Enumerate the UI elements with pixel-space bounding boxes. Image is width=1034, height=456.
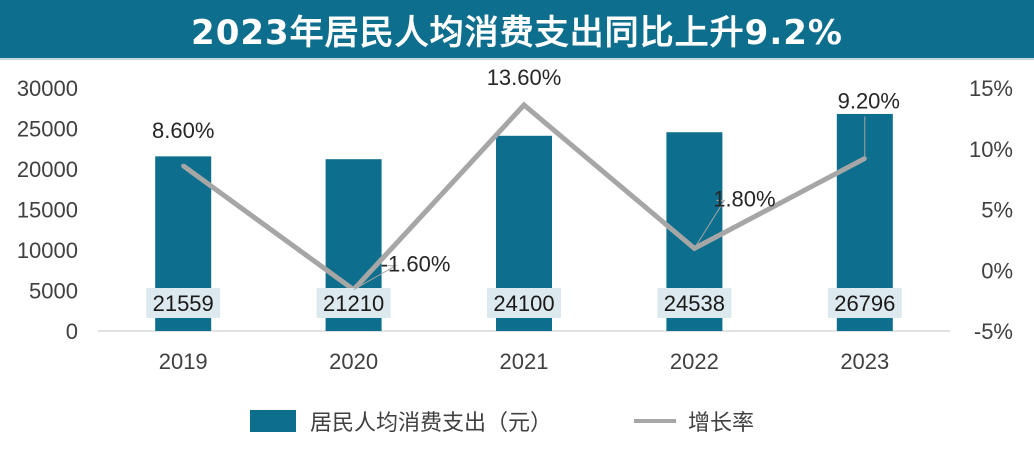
- y-right-tick-label: 10%: [969, 137, 1013, 162]
- y-left-tick-label: 25000: [17, 117, 78, 142]
- legend-line-label: 增长率: [688, 411, 754, 436]
- bar-value-label-bg: [487, 288, 561, 318]
- y-left-tick-label: 15000: [17, 198, 78, 223]
- growth-rate-label: 13.60%: [487, 65, 562, 90]
- growth-rate-label: 8.60%: [152, 118, 214, 143]
- y-left-tick-label: 30000: [17, 76, 78, 101]
- legend-bar-label: 居民人均消费支出（元）: [310, 411, 552, 436]
- bar-value-label-bg: [146, 288, 221, 318]
- title-divider: [0, 58, 1034, 60]
- y-left-tick-label: 10000: [17, 238, 78, 263]
- y-right-tick-label: 0%: [981, 258, 1013, 283]
- y-right-tick-label: 5%: [981, 198, 1013, 223]
- y-left-tick-label: 0: [66, 319, 78, 344]
- y-left-tick-label: 5000: [29, 279, 78, 304]
- bar-value-label: 24100: [493, 291, 554, 316]
- x-tick-label: 2019: [159, 349, 208, 374]
- y-right-tick-label: -5%: [974, 319, 1013, 344]
- bar-value-label-bg: [657, 288, 732, 318]
- growth-rate-label: 1.80%: [713, 186, 775, 211]
- bar-value-label: 24538: [664, 291, 725, 316]
- chart-title: 2023年居民人均消费支出同比上升9.2%: [191, 12, 843, 53]
- x-tick-label: 2020: [329, 349, 378, 374]
- x-tick-label: 2022: [670, 349, 719, 374]
- x-tick-label: 2021: [500, 349, 549, 374]
- title-bar: 2023年居民人均消费支出同比上升9.2%: [0, 0, 1034, 58]
- growth-rate-point-2021: [522, 103, 526, 108]
- y-right-tick-label: 15%: [969, 76, 1013, 101]
- growth-rate-label: 9.20%: [838, 88, 900, 113]
- growth-rate-point-2019: [181, 163, 186, 168]
- bar-value-label: 21559: [153, 291, 214, 316]
- growth-rate-label: -1.60%: [381, 252, 451, 277]
- legend-bar-swatch: [250, 410, 296, 432]
- pct-leader-line: [353, 265, 398, 291]
- bar-value-label: 21210: [323, 291, 384, 316]
- x-tick-label: 2023: [840, 349, 889, 374]
- y-left-tick-label: 20000: [17, 157, 78, 182]
- bar-value-label-bg: [316, 288, 391, 318]
- pct-leader-line: [693, 199, 726, 249]
- bar-value-label-bg: [827, 288, 902, 318]
- bar-value-label: 26796: [834, 291, 895, 316]
